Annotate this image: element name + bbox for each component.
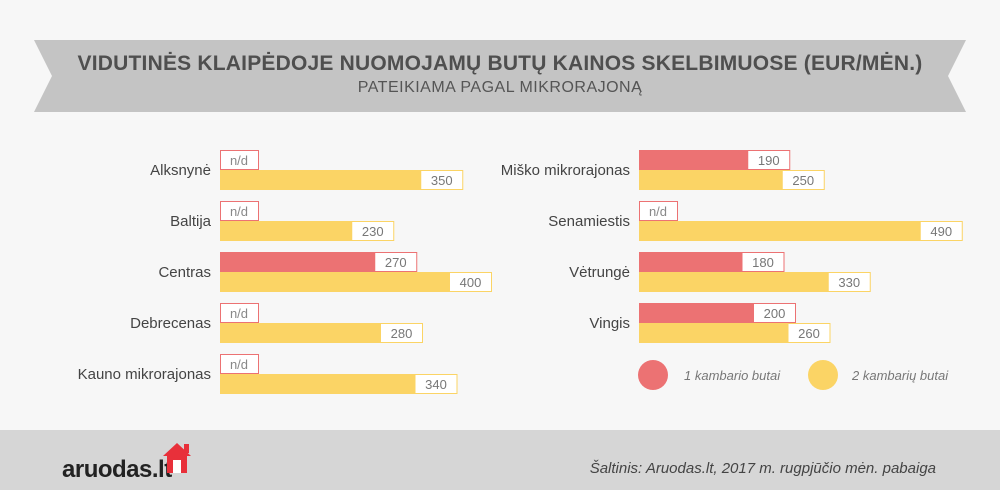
row-debrecenas-two-room-value-box bbox=[380, 323, 423, 343]
row-debrecenas-label: Debrecenas bbox=[130, 315, 211, 332]
row-baltija-one-room-na-box bbox=[220, 201, 259, 221]
row-senamiestis-two-room-value-box bbox=[919, 221, 963, 241]
row-alksnyne-two-room-value-label: 350 bbox=[431, 173, 453, 188]
row-vetrunge-label: Vėtrungė bbox=[569, 264, 630, 281]
house-icon bbox=[163, 443, 191, 473]
row-centras-two-room-value-box bbox=[449, 272, 492, 292]
row-vingis-two-room-bar bbox=[639, 323, 789, 343]
row-vetrunge-one-room-bar bbox=[639, 252, 743, 272]
row-centras-two-room-bar bbox=[220, 272, 450, 292]
row-alksnyne-two-room-value-box bbox=[420, 170, 464, 190]
row-baltija-two-room-bar bbox=[220, 221, 353, 241]
row-misko-mikrorajonas-two-room-value-box bbox=[781, 170, 825, 190]
row-misko-mikrorajonas-two-room-value-label: 250 bbox=[792, 173, 814, 188]
row-baltija-two-room-value-box bbox=[351, 221, 395, 241]
row-senamiestis-two-room-bar bbox=[639, 221, 921, 241]
row-misko-mikrorajonas-two-room-bar bbox=[639, 170, 783, 190]
row-debrecenas-two-room-value-label: 280 bbox=[391, 326, 413, 341]
row-senamiestis-one-room-na-label: n/d bbox=[649, 204, 667, 219]
row-kauno-mikrorajonas-label: Kauno mikrorajonas bbox=[78, 366, 211, 383]
row-vetrunge-two-room-bar bbox=[639, 272, 829, 292]
legend-label-one-room: 1 kambario butai bbox=[684, 368, 781, 383]
row-centras-two-room-value-label: 400 bbox=[460, 275, 482, 290]
row-misko-mikrorajonas-one-room-value-label: 190 bbox=[758, 153, 780, 168]
row-alksnyne-one-room-na-box bbox=[220, 150, 259, 170]
row-alksnyne-one-room-na-label: n/d bbox=[230, 153, 248, 168]
legend-label-two-room: 2 kambarių butai bbox=[852, 368, 949, 383]
row-vingis-one-room-bar bbox=[639, 303, 754, 323]
row-debrecenas-two-room-bar bbox=[220, 323, 381, 343]
title-banner-shape bbox=[34, 40, 966, 112]
row-baltija-one-room-na-label: n/d bbox=[230, 204, 248, 219]
row-misko-mikrorajonas-label: Miško mikrorajonas bbox=[501, 162, 630, 179]
row-vingis-one-room-value-box bbox=[753, 303, 796, 323]
row-senamiestis-label: Senamiestis bbox=[548, 213, 630, 230]
row-centras-one-room-bar bbox=[220, 252, 376, 272]
row-debrecenas-one-room-na-box bbox=[220, 303, 259, 323]
row-kauno-mikrorajonas-two-room-bar bbox=[220, 374, 416, 394]
row-alksnyne-label: Alksnynė bbox=[150, 162, 211, 179]
logo-text: aruodas bbox=[62, 456, 152, 483]
row-baltija-label: Baltija bbox=[170, 213, 212, 230]
row-vingis-two-room-value-box bbox=[787, 323, 831, 343]
row-vingis-label: Vingis bbox=[589, 315, 630, 332]
row-debrecenas-one-room-na-label: n/d bbox=[230, 306, 248, 321]
row-centras-one-room-value-box bbox=[374, 252, 418, 272]
row-centras-label: Centras bbox=[158, 264, 211, 281]
legend: 1 kambario butai 2 kambarių butai bbox=[638, 360, 978, 390]
aruodas-logo[interactable]: aruodas.lt bbox=[62, 456, 172, 484]
chart-title: VIDUTINĖS KLAIPĖDOJE NUOMOJAMŲ BUTŲ KAIN… bbox=[77, 52, 923, 75]
row-senamiestis-two-room-value-label: 490 bbox=[930, 224, 952, 239]
row-vingis-two-room-value-label: 260 bbox=[798, 326, 820, 341]
row-misko-mikrorajonas-one-room-bar bbox=[639, 150, 749, 170]
row-vetrunge-two-room-value-label: 330 bbox=[838, 275, 860, 290]
row-misko-mikrorajonas-one-room-value-box bbox=[747, 150, 791, 170]
row-alksnyne-two-room-bar bbox=[220, 170, 422, 190]
chart-subtitle: PATEIKIAMA PAGAL MIKRORAJONĄ bbox=[357, 79, 643, 96]
row-kauno-mikrorajonas-two-room-value-label: 340 bbox=[425, 377, 447, 392]
row-vingis-one-room-value-label: 200 bbox=[764, 306, 786, 321]
row-kauno-mikrorajonas-two-room-value-box bbox=[414, 374, 458, 394]
source-note: Šaltinis: Aruodas.lt, 2017 m. rugpjūčio … bbox=[589, 460, 936, 477]
row-kauno-mikrorajonas-one-room-na-box bbox=[220, 354, 259, 374]
row-vetrunge-two-room-value-box bbox=[827, 272, 871, 292]
row-senamiestis-one-room-na-box bbox=[639, 201, 678, 221]
row-baltija-two-room-value-label: 230 bbox=[362, 224, 384, 239]
row-vetrunge-one-room-value-label: 180 bbox=[752, 255, 774, 270]
row-kauno-mikrorajonas-one-room-na-label: n/d bbox=[230, 357, 248, 372]
legend-swatch-one-room bbox=[638, 360, 668, 390]
legend-swatch-two-room bbox=[808, 360, 838, 390]
title-banner bbox=[34, 40, 966, 112]
row-vetrunge-one-room-value-box bbox=[741, 252, 785, 272]
bar-chart: Alksnynė n/d 350 Baltija n/d 230 Centras 270 400… bbox=[78, 150, 963, 394]
footer-bar: aruodas.lt Šaltinis: Aruodas.lt, 2017 m.… bbox=[0, 430, 1000, 490]
row-centras-one-room-value-label: 270 bbox=[385, 255, 407, 270]
